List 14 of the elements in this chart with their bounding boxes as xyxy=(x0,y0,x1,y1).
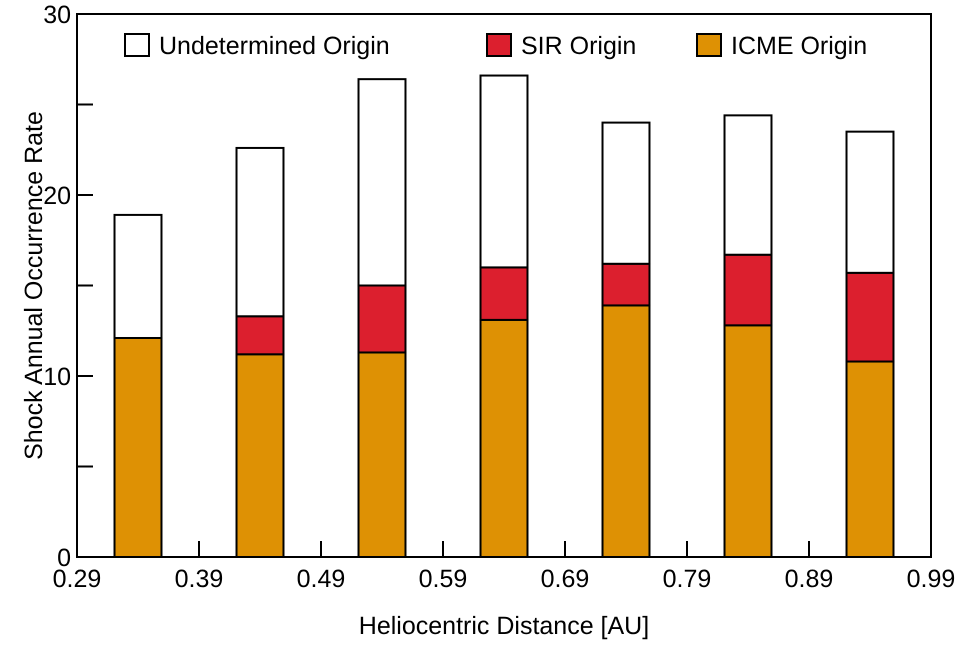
legend-label: SIR Origin xyxy=(521,32,636,60)
x-tick-label: 0.49 xyxy=(296,565,346,593)
x-tick-label: 0.59 xyxy=(418,565,468,593)
y-tick-label: 20 xyxy=(43,182,71,210)
x-tick-label: 0.39 xyxy=(174,565,224,593)
x-tick-label: 0.79 xyxy=(662,565,712,593)
x-tick-label: 0.89 xyxy=(784,565,834,593)
legend-label: ICME Origin xyxy=(731,32,868,60)
legend-label: Undetermined Origin xyxy=(159,32,390,60)
x-tick-label: 0.99 xyxy=(906,565,956,593)
y-tick-label: 30 xyxy=(43,0,71,29)
x-tick-label: 0.29 xyxy=(52,565,102,593)
x-tick-label: 0.69 xyxy=(540,565,590,593)
x-axis-title: Heliocentric Distance [AU] xyxy=(358,612,650,640)
